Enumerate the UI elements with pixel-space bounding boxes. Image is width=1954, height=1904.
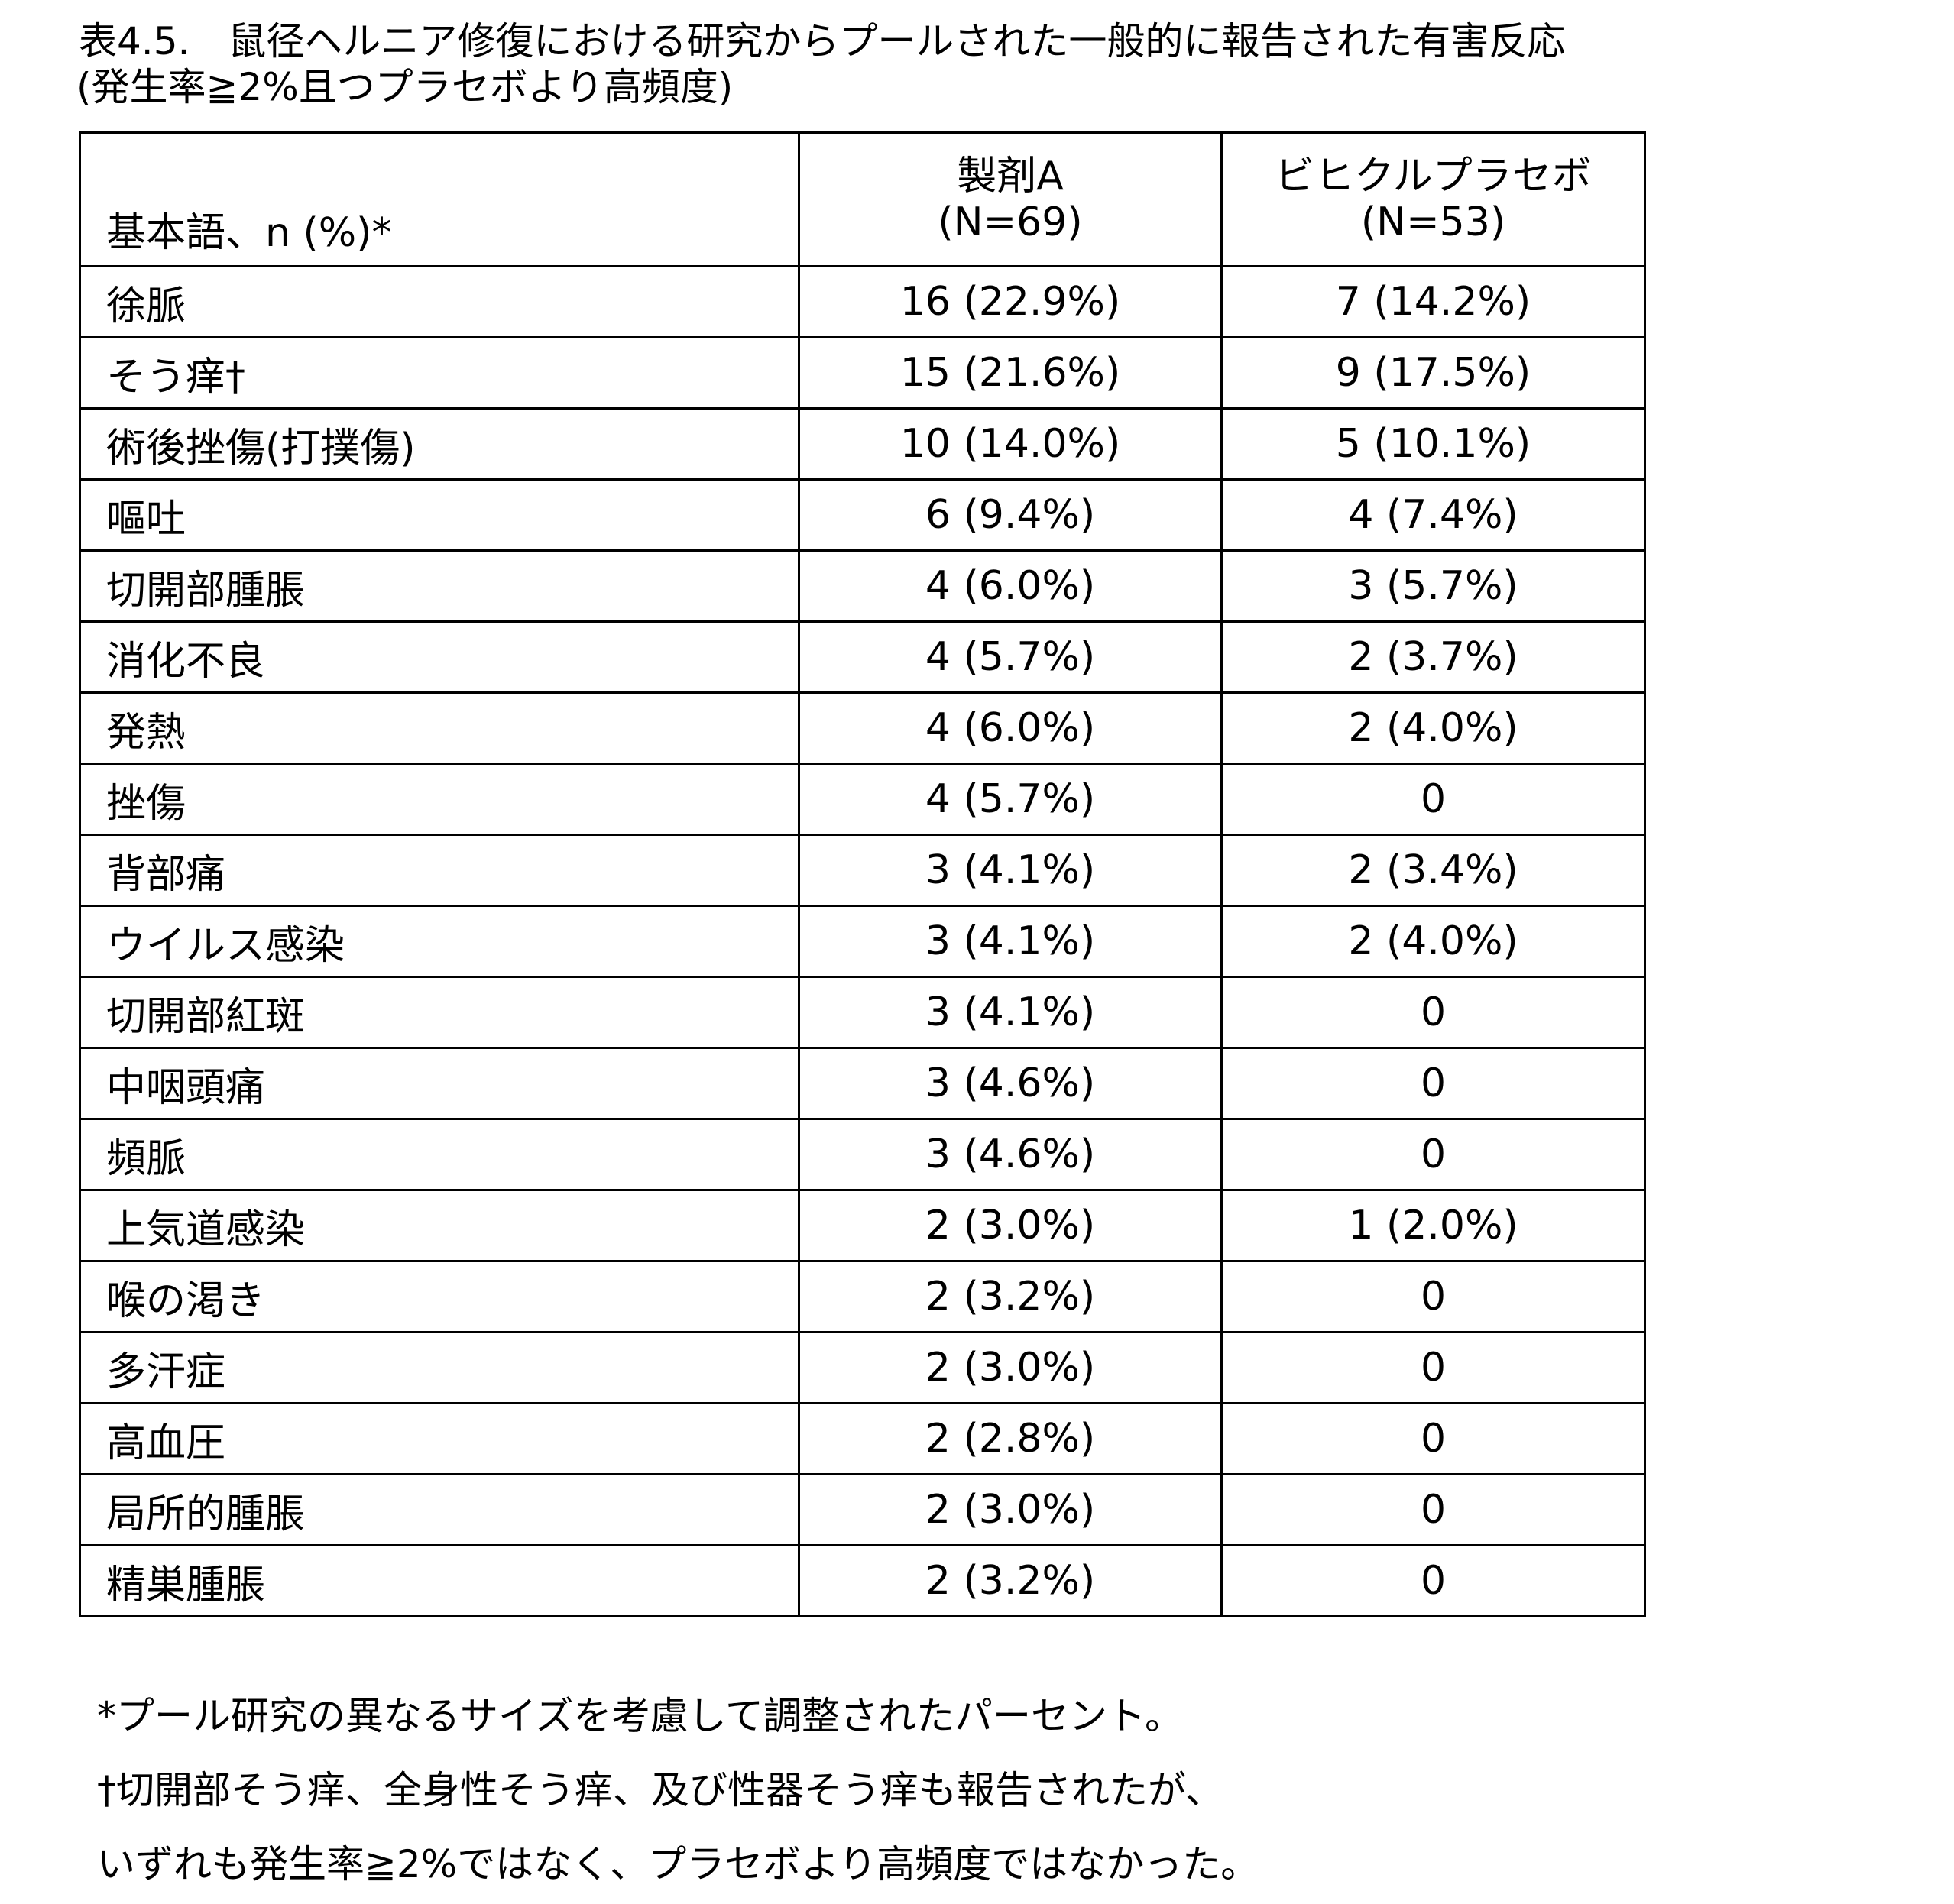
table-row: 発熱 4 (6.0%) 2 (4.0%) bbox=[79, 691, 1646, 765]
drug-a-cell: 4 (5.7%) bbox=[798, 620, 1223, 694]
table-row: 多汗症 2 (3.0%) 0 bbox=[79, 1331, 1646, 1404]
term-cell: ウイルス感染 bbox=[79, 905, 800, 978]
term-cell: そう痒† bbox=[79, 336, 800, 410]
term-cell: 徐脈 bbox=[79, 265, 800, 338]
drug-a-cell: 2 (3.0%) bbox=[798, 1331, 1223, 1404]
drug-a-cell: 2 (2.8%) bbox=[798, 1402, 1223, 1475]
term-cell: 消化不良 bbox=[79, 620, 800, 694]
table-row: ウイルス感染 3 (4.1%) 2 (4.0%) bbox=[79, 905, 1646, 978]
drug-a-cell: 6 (9.4%) bbox=[798, 478, 1223, 552]
header-row: 基本語、n (%)* 製剤A (N=69) ビヒクルプラセボ (N=53) bbox=[79, 131, 1646, 267]
term-cell: 上気道感染 bbox=[79, 1189, 800, 1262]
drug-a-cell: 10 (14.0%) bbox=[798, 407, 1223, 481]
table-row: 中咽頭痛 3 (4.6%) 0 bbox=[79, 1047, 1646, 1120]
drug-a-cell: 3 (4.1%) bbox=[798, 834, 1223, 907]
placebo-cell: 2 (4.0%) bbox=[1220, 691, 1646, 765]
table-row: 嘔吐 6 (9.4%) 4 (7.4%) bbox=[79, 478, 1646, 552]
drug-a-cell: 2 (3.0%) bbox=[798, 1189, 1223, 1262]
header-placebo: ビヒクルプラセボ (N=53) bbox=[1220, 131, 1646, 267]
drug-a-cell: 3 (4.6%) bbox=[798, 1047, 1223, 1120]
term-cell: 頻脈 bbox=[79, 1118, 800, 1191]
table-body: 徐脈 16 (22.9%) 7 (14.2%) そう痒† 15 (21.6%) 9 (17… bbox=[79, 265, 1646, 1617]
table-row: 精巣腫脹 2 (3.2%) 0 bbox=[79, 1544, 1646, 1617]
footnote-asterisk: *プール研究の異なるサイズを考慮して調整されたパーセント。 bbox=[97, 1694, 1183, 1738]
placebo-cell: 0 bbox=[1220, 1473, 1646, 1546]
placebo-cell: 2 (3.7%) bbox=[1220, 620, 1646, 694]
placebo-cell: 0 bbox=[1220, 1260, 1646, 1333]
placebo-cell: 3 (5.7%) bbox=[1220, 549, 1646, 623]
placebo-cell: 7 (14.2%) bbox=[1220, 265, 1646, 338]
header-drug-a: 製剤A (N=69) bbox=[798, 131, 1223, 267]
placebo-cell: 0 bbox=[1220, 763, 1646, 836]
drug-a-cell: 2 (3.0%) bbox=[798, 1473, 1223, 1546]
table-row: 頻脈 3 (4.6%) 0 bbox=[79, 1118, 1646, 1191]
placebo-cell: 2 (3.4%) bbox=[1220, 834, 1646, 907]
table-row: 切開部腫脹 4 (6.0%) 3 (5.7%) bbox=[79, 549, 1646, 623]
placebo-cell: 0 bbox=[1220, 976, 1646, 1049]
drug-a-cell: 2 (3.2%) bbox=[798, 1544, 1223, 1617]
footnote-dagger: †切開部そう痒、全身性そう痒、及び性器そう痒も報告されたが、 bbox=[97, 1768, 1223, 1812]
drug-a-cell: 15 (21.6%) bbox=[798, 336, 1223, 410]
term-cell: 喉の渇き bbox=[79, 1260, 800, 1333]
caption-condition: (発生率≧2%且つプラセボより高頻度) bbox=[76, 65, 734, 109]
table-row: 挫傷 4 (5.7%) 0 bbox=[79, 763, 1646, 836]
table-header: 基本語、n (%)* 製剤A (N=69) ビヒクルプラセボ (N=53) bbox=[79, 131, 1646, 267]
placebo-cell: 0 bbox=[1220, 1047, 1646, 1120]
placebo-cell: 9 (17.5%) bbox=[1220, 336, 1646, 410]
table-caption: 表4.5. 鼠径ヘルニア修復における研究からプールされた一般的に報告された有害反… bbox=[76, 18, 1566, 110]
table-row: 背部痛 3 (4.1%) 2 (3.4%) bbox=[79, 834, 1646, 907]
placebo-cell: 4 (7.4%) bbox=[1220, 478, 1646, 552]
term-cell: 切開部腫脹 bbox=[79, 549, 800, 623]
table-row: 喉の渇き 2 (3.2%) 0 bbox=[79, 1260, 1646, 1333]
table-row: 徐脈 16 (22.9%) 7 (14.2%) bbox=[79, 265, 1646, 338]
table-row: 局所的腫脹 2 (3.0%) 0 bbox=[79, 1473, 1646, 1546]
table-row: 上気道感染 2 (3.0%) 1 (2.0%) bbox=[79, 1189, 1646, 1262]
placebo-n: (N=53) bbox=[1360, 199, 1506, 245]
drug-a-cell: 4 (6.0%) bbox=[798, 691, 1223, 765]
caption-title: 表4.5. 鼠径ヘルニア修復における研究からプールされた一般的に報告された有害反… bbox=[79, 19, 1566, 63]
term-cell: 中咽頭痛 bbox=[79, 1047, 800, 1120]
adverse-reactions-table: 基本語、n (%)* 製剤A (N=69) ビヒクルプラセボ (N=53) 徐脈… bbox=[79, 131, 1646, 1617]
table-row: そう痒† 15 (21.6%) 9 (17.5%) bbox=[79, 336, 1646, 410]
term-cell: 背部痛 bbox=[79, 834, 800, 907]
term-cell: 切開部紅斑 bbox=[79, 976, 800, 1049]
term-cell: 発熱 bbox=[79, 691, 800, 765]
placebo-name: ビヒクルプラセボ bbox=[1275, 154, 1592, 199]
drug-a-n: (N=69) bbox=[938, 199, 1083, 245]
table-row: 切開部紅斑 3 (4.1%) 0 bbox=[79, 976, 1646, 1049]
header-preferred-term: 基本語、n (%)* bbox=[79, 131, 800, 267]
term-cell: 多汗症 bbox=[79, 1331, 800, 1404]
placebo-cell: 0 bbox=[1220, 1544, 1646, 1617]
term-cell: 術後挫傷(打撲傷) bbox=[79, 407, 800, 481]
placebo-cell: 0 bbox=[1220, 1118, 1646, 1191]
placebo-cell: 0 bbox=[1220, 1402, 1646, 1475]
footnotes: *プール研究の異なるサイズを考慮して調整されたパーセント。 †切開部そう痒、全身… bbox=[97, 1679, 1259, 1902]
term-cell: 局所的腫脹 bbox=[79, 1473, 800, 1546]
drug-a-cell: 2 (3.2%) bbox=[798, 1260, 1223, 1333]
footnote-dagger-continued: いずれも発生率≧2%ではなく、プラセボより高頻度ではなかった。 bbox=[97, 1842, 1259, 1886]
term-cell: 精巣腫脹 bbox=[79, 1544, 800, 1617]
drug-a-cell: 3 (4.1%) bbox=[798, 905, 1223, 978]
drug-a-cell: 4 (5.7%) bbox=[798, 763, 1223, 836]
table-row: 消化不良 4 (5.7%) 2 (3.7%) bbox=[79, 620, 1646, 694]
table-row: 高血圧 2 (2.8%) 0 bbox=[79, 1402, 1646, 1475]
placebo-cell: 2 (4.0%) bbox=[1220, 905, 1646, 978]
drug-a-cell: 4 (6.0%) bbox=[798, 549, 1223, 623]
term-cell: 挫傷 bbox=[79, 763, 800, 836]
placebo-cell: 0 bbox=[1220, 1331, 1646, 1404]
drug-a-name: 製剤A bbox=[957, 154, 1064, 199]
placebo-cell: 1 (2.0%) bbox=[1220, 1189, 1646, 1262]
drug-a-cell: 3 (4.6%) bbox=[798, 1118, 1223, 1191]
drug-a-cell: 3 (4.1%) bbox=[798, 976, 1223, 1049]
table-row: 術後挫傷(打撲傷) 10 (14.0%) 5 (10.1%) bbox=[79, 407, 1646, 481]
term-cell: 嘔吐 bbox=[79, 478, 800, 552]
drug-a-cell: 16 (22.9%) bbox=[798, 265, 1223, 338]
placebo-cell: 5 (10.1%) bbox=[1220, 407, 1646, 481]
term-cell: 高血圧 bbox=[79, 1402, 800, 1475]
